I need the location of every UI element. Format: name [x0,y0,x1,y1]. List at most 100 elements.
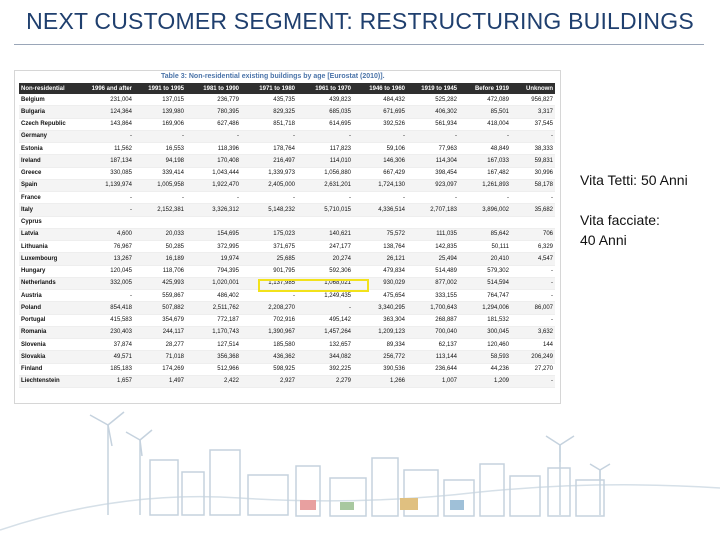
column-header: 1961 to 1970 [297,83,353,94]
value-cell: 877,002 [407,277,459,291]
value-cell: 425,993 [134,277,186,291]
country-cell: Germany [19,130,81,144]
value-cell: - [81,191,134,205]
value-cell: 146,306 [353,154,407,168]
value-cell: 50,111 [459,240,511,254]
column-header: 1981 to 1990 [186,83,241,94]
value-cell: 4,547 [511,252,555,266]
value-cell [241,216,297,229]
value-cell: 25,494 [407,252,459,266]
value-cell: 495,142 [297,314,353,327]
value-cell: 111,035 [407,228,459,242]
value-cell: 181,532 [459,314,511,327]
value-cell: - [297,301,353,315]
value-cell: 2,279 [297,375,353,389]
value-cell: 1,249,435 [297,289,353,303]
table-row: Romania 230,403 244,117 1,170,743 1,390,967 1… [19,326,555,340]
title-divider [14,44,704,45]
value-cell: 484,432 [353,94,407,107]
value-cell: 118,706 [134,265,186,278]
value-cell [297,216,353,229]
value-cell: 120,460 [459,338,511,352]
value-cell: - [459,130,511,144]
value-cell: - [511,130,555,144]
value-cell: 392,526 [353,118,407,131]
value-cell: - [241,289,297,303]
value-cell [134,216,186,229]
data-table-image: Table 3: Non-residential existing buildi… [14,70,561,404]
value-cell: 142,835 [407,240,459,254]
table-row: Bulgaria 124,364 139,980 780,395 829,325 685,… [19,105,555,119]
value-cell: 19,974 [186,252,241,266]
value-cell: 20,033 [134,228,186,242]
value-cell: 514,489 [407,265,459,278]
value-cell: - [186,191,241,205]
value-cell [407,216,459,229]
country-cell: Liechtenstein [19,375,81,389]
value-cell: 187,134 [81,154,134,168]
country-cell: Ireland [19,154,81,168]
value-cell: 507,882 [134,301,186,315]
value-cell: 11,562 [81,142,134,156]
value-cell: 50,285 [134,240,186,254]
value-cell: 139,980 [134,105,186,119]
column-header: 1946 to 1960 [353,83,407,94]
value-cell: - [511,277,555,291]
value-cell: 1,339,973 [241,167,297,180]
table-row: Slovenia 37,874 28,277 127,514 185,580 132,65… [19,338,555,352]
value-cell: 26,121 [353,252,407,266]
value-cell: - [511,289,555,303]
value-cell: 512,966 [186,363,241,376]
value-cell: 76,967 [81,240,134,254]
value-cell: 2,208,270 [241,301,297,315]
value-cell: 333,155 [407,289,459,303]
value-cell: 2,405,000 [241,179,297,193]
value-cell: - [134,130,186,144]
value-cell: 230,403 [81,326,134,340]
value-cell: 418,004 [459,118,511,131]
value-cell: 5,710,015 [297,203,353,217]
value-cell: 59,831 [511,154,555,168]
value-cell: 794,395 [186,265,241,278]
value-cell: 390,536 [353,363,407,376]
value-cell [353,216,407,229]
table-row: Estonia 11,562 16,553 118,396 178,764 117,823… [19,142,555,156]
value-cell: 339,414 [134,167,186,180]
value-cell: 472,089 [459,94,511,107]
value-cell: 435,735 [241,94,297,107]
value-cell: 371,675 [241,240,297,254]
country-cell: Poland [19,301,81,315]
value-cell: 772,187 [186,314,241,327]
value-cell: 2,707,183 [407,203,459,217]
value-cell: 5,148,232 [241,203,297,217]
value-cell: 1,170,743 [186,326,241,340]
value-cell: 706 [511,228,555,242]
value-cell: 525,282 [407,94,459,107]
slide-title: NEXT CUSTOMER SEGMENT: RESTRUCTURING BUI… [26,8,694,34]
value-cell: 1,657 [81,375,134,389]
value-cell: 216,497 [241,154,297,168]
value-cell: 86,007 [511,301,555,315]
column-header: 1996 and after [81,83,134,94]
value-cell: 58,593 [459,350,511,364]
value-cell: 16,553 [134,142,186,156]
country-cell: Belgium [19,94,81,107]
value-cell: - [186,130,241,144]
value-cell: - [353,130,407,144]
value-cell: 667,429 [353,167,407,180]
value-cell: 154,695 [186,228,241,242]
column-header: 1919 to 1945 [407,83,459,94]
table-row: Hungary 120,045 118,706 794,395 901,795 592,3… [19,265,555,278]
country-cell: Austria [19,289,81,303]
value-cell: 167,033 [459,154,511,168]
value-cell: 354,679 [134,314,186,327]
table-row: Italy -2,152,381 3,326,312 5,148,232 5,710,0… [19,203,555,217]
value-cell: 854,418 [81,301,134,315]
value-cell: 344,082 [297,350,353,364]
table-row: Latvia 4,600 20,033 154,695 175,023 140,621 75… [19,228,555,242]
column-header: Non-residential [19,83,81,94]
value-cell: 13,267 [81,252,134,266]
value-cell: 406,302 [407,105,459,119]
country-cell: Lithuania [19,240,81,254]
value-cell: 113,144 [407,350,459,364]
